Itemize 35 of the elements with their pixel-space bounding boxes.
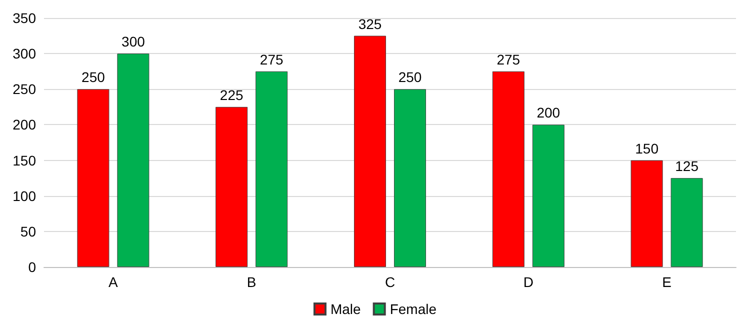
bar (630, 160, 663, 267)
x-tick-label: B (246, 274, 256, 290)
y-tick-label: 150 (12, 152, 36, 168)
legend-label: Female (390, 301, 437, 317)
y-tick-label: 350 (12, 10, 36, 26)
data-label: 125 (675, 158, 699, 174)
data-label: 300 (122, 34, 146, 50)
data-label: 225 (220, 86, 244, 103)
bar (77, 89, 110, 267)
bar (216, 106, 248, 267)
bar (117, 54, 150, 267)
x-tick-label: D (523, 274, 534, 290)
bar (670, 178, 703, 267)
data-label: 250 (82, 69, 106, 86)
y-tick-label: 50 (20, 223, 36, 240)
data-label: 325 (358, 16, 382, 32)
data-label: 275 (496, 51, 520, 68)
y-tick-label: 250 (12, 81, 36, 98)
bar (532, 124, 564, 267)
bar (256, 71, 288, 267)
data-label: 150 (635, 140, 659, 156)
y-tick-label: 300 (12, 46, 36, 62)
legend-label: Male (330, 301, 362, 317)
x-tick-label: C (384, 274, 396, 290)
bar (354, 36, 386, 267)
y-tick-label: 100 (12, 188, 36, 204)
data-label: 275 (260, 51, 284, 68)
bar (492, 71, 524, 267)
x-tick-label: A (108, 274, 119, 290)
x-tick-label: E (662, 274, 672, 290)
data-label: 250 (398, 69, 422, 86)
bar (394, 89, 426, 267)
y-tick-label: 0 (28, 259, 36, 275)
data-label: 200 (536, 104, 560, 121)
y-tick-label: 200 (12, 116, 36, 133)
